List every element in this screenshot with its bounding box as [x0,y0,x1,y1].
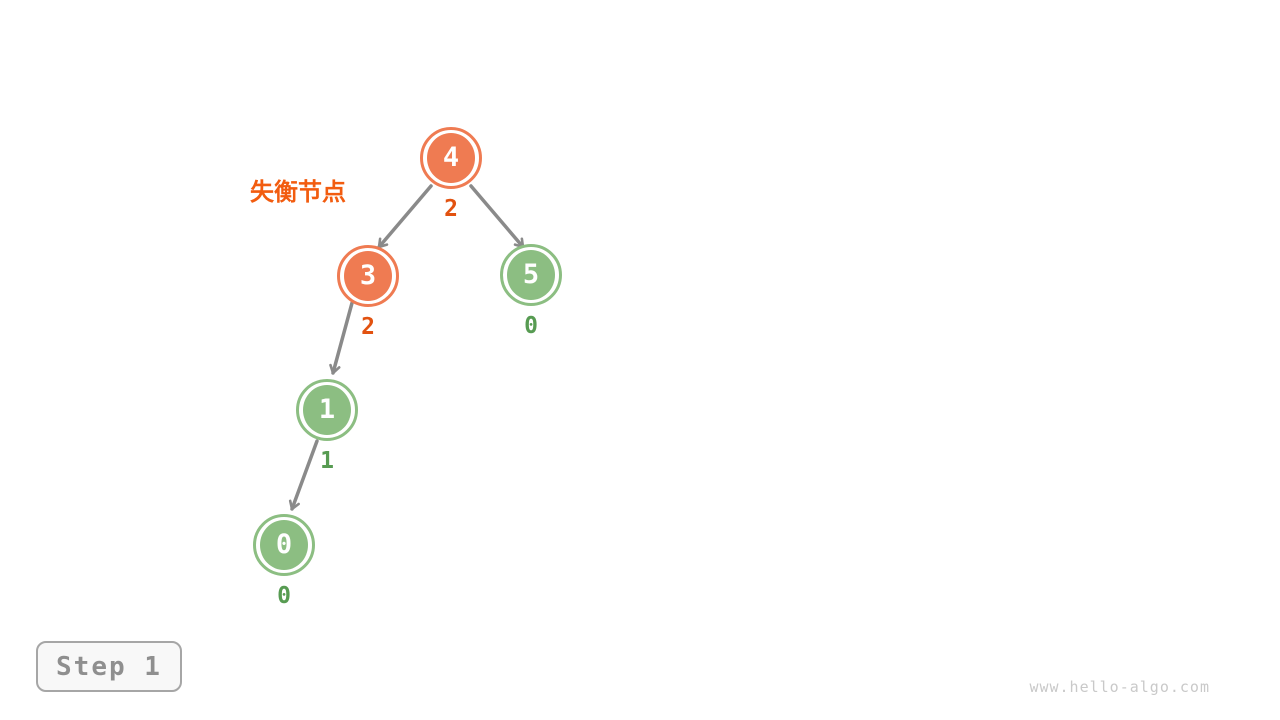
node-value: 0 [260,520,308,570]
node-ring: 0 [253,514,315,576]
tree-node-5: 5 0 [500,244,562,339]
tree-node-4: 4 2 [420,127,482,222]
step-indicator: Step 1 [36,641,182,692]
balance-factor: 2 [361,314,375,340]
balance-factor: 1 [320,448,334,474]
node-ring: 5 [500,244,562,306]
balance-factor: 2 [444,196,458,222]
node-ring: 1 [296,379,358,441]
node-value: 4 [427,133,475,183]
balance-factor: 0 [524,313,538,339]
node-value: 5 [507,250,555,300]
tree-node-1: 1 1 [296,379,358,474]
node-ring: 3 [337,245,399,307]
node-value: 3 [344,251,392,301]
unbalanced-node-label: 失衡节点 [250,178,346,206]
balance-factor: 0 [277,583,291,609]
tree-node-0: 0 0 [253,514,315,609]
tree-node-3: 3 2 [337,245,399,340]
watermark-text: www.hello-algo.com [1029,678,1210,696]
node-value: 1 [303,385,351,435]
node-ring: 4 [420,127,482,189]
